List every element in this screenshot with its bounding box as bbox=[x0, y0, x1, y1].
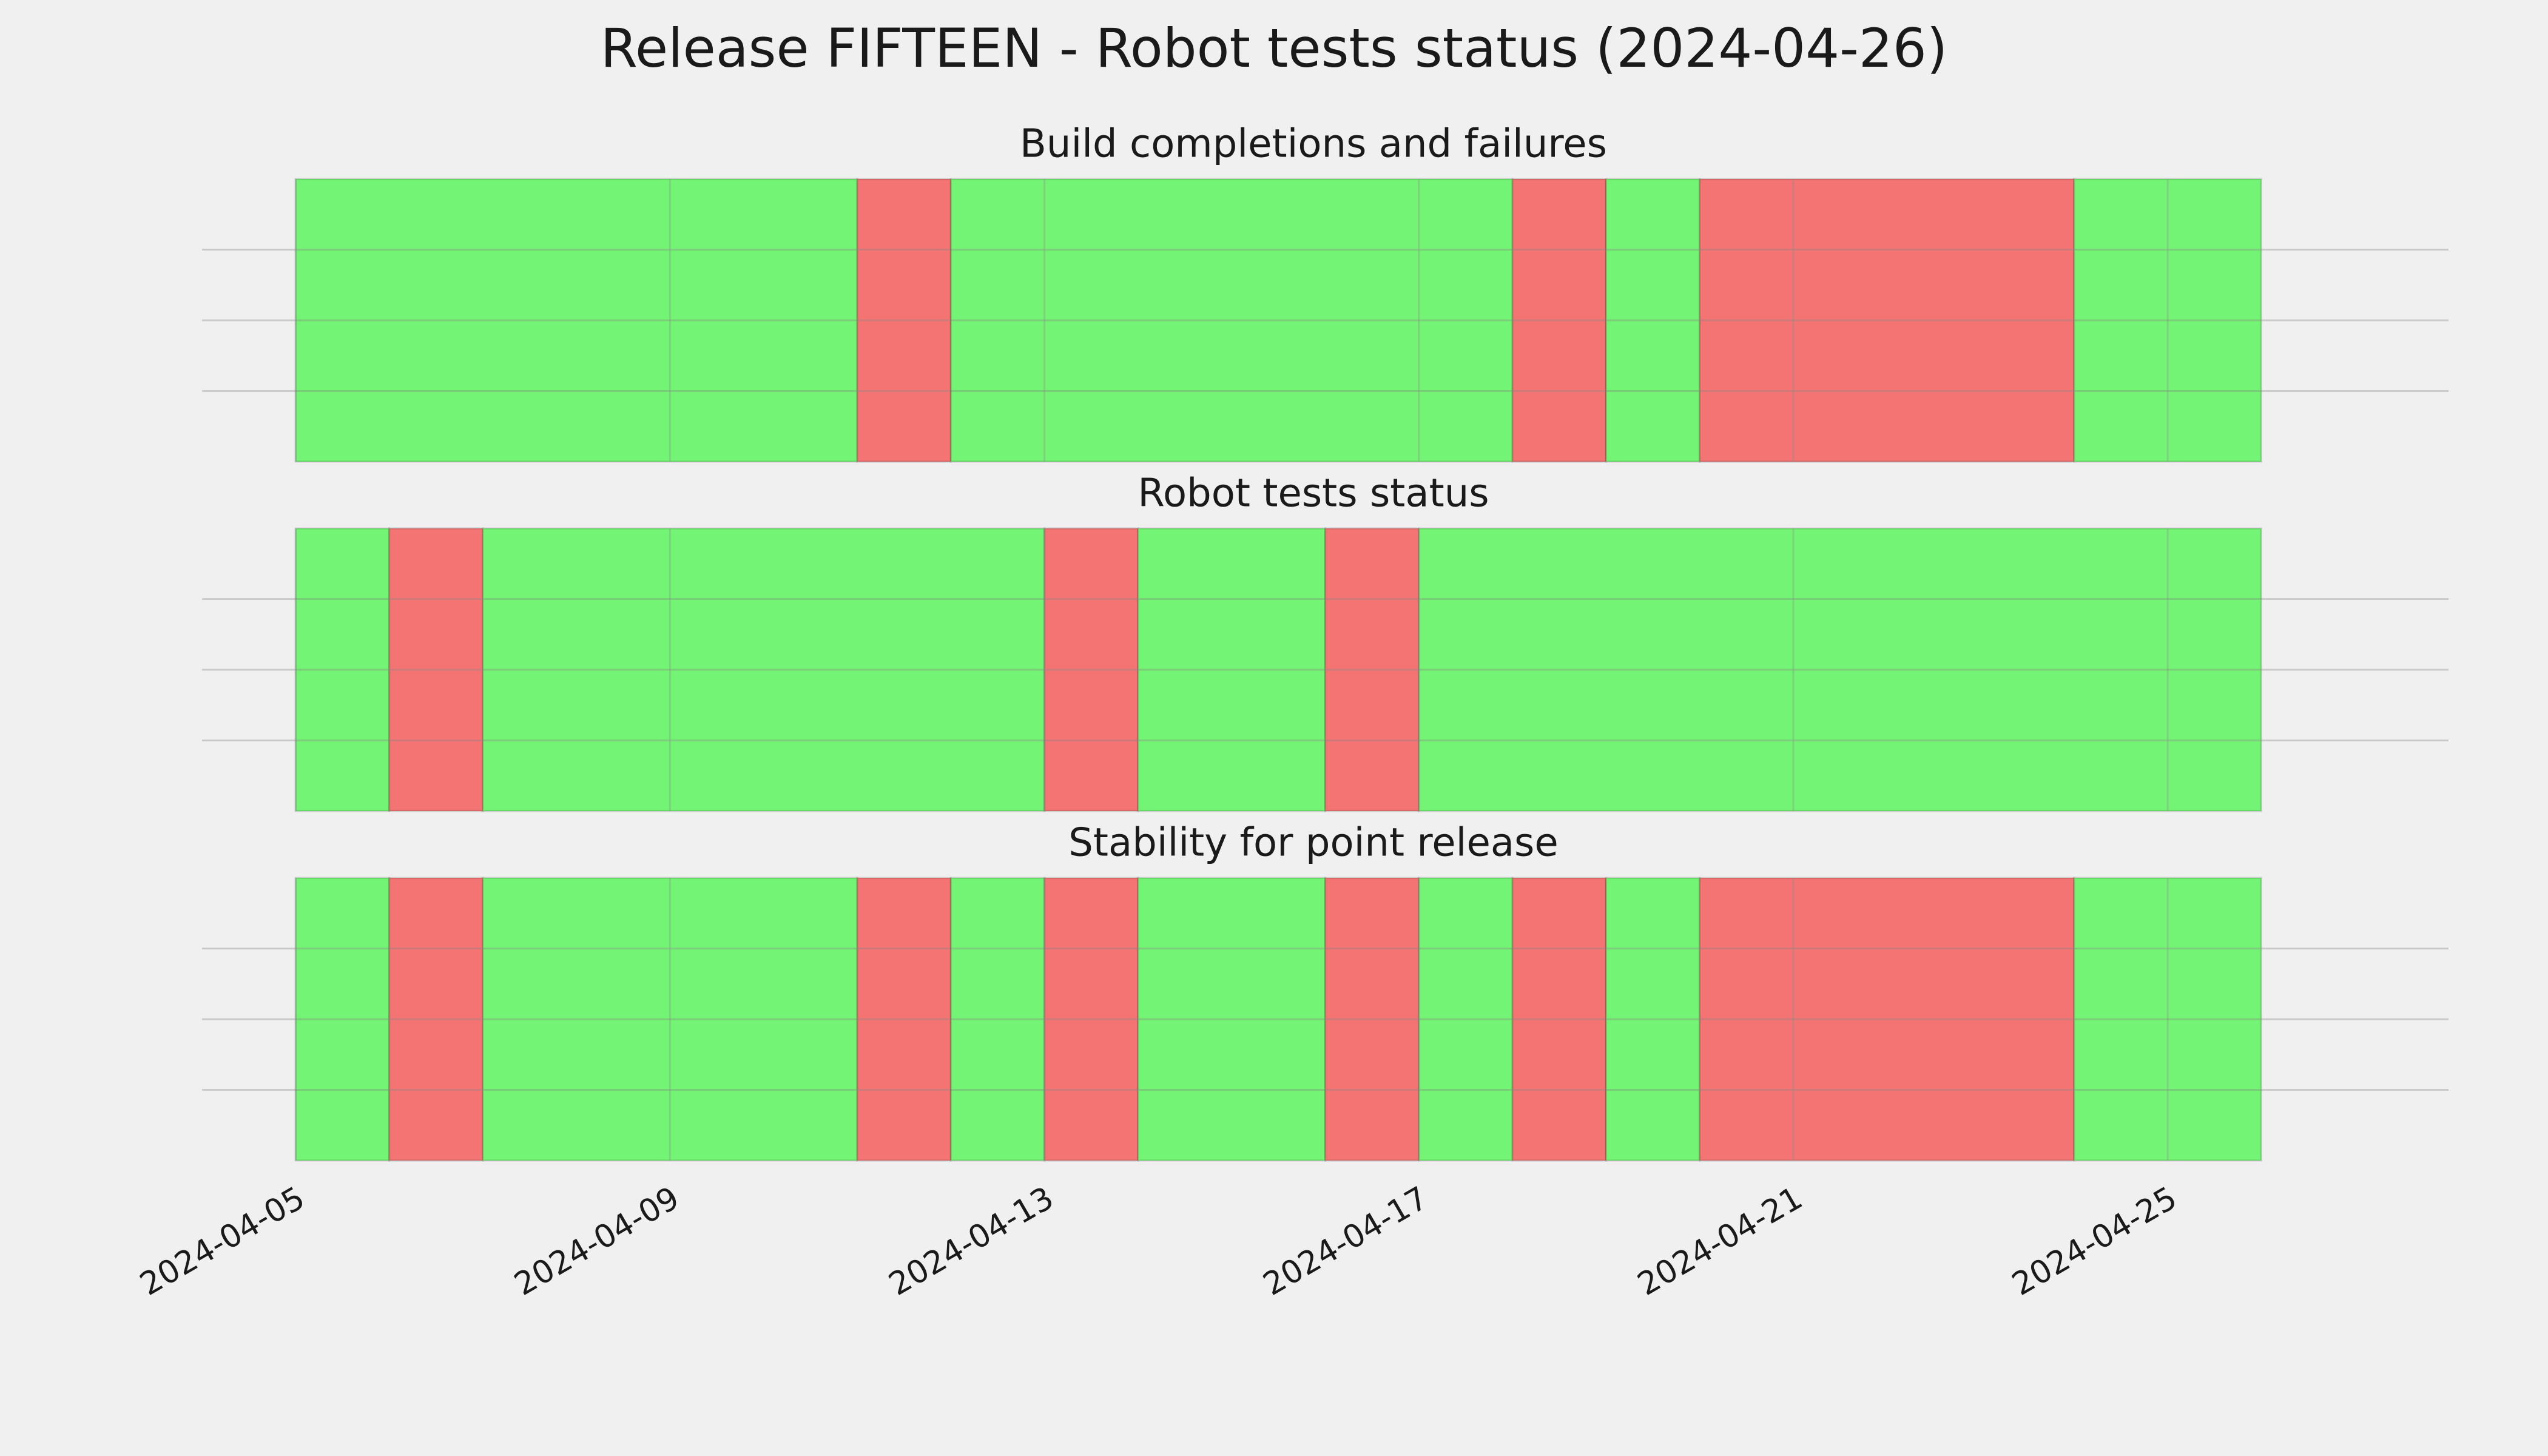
status-segment bbox=[1043, 877, 1139, 1162]
status-segment bbox=[1324, 527, 1420, 812]
status-segment bbox=[1511, 877, 1607, 1162]
status-segment bbox=[388, 877, 484, 1162]
status-segment bbox=[482, 877, 858, 1162]
status-segment bbox=[2073, 877, 2262, 1162]
status-segment bbox=[949, 877, 1046, 1162]
status-segment bbox=[1605, 877, 1701, 1162]
panel-title: Build completions and failures bbox=[1020, 122, 1607, 167]
status-segment bbox=[294, 877, 391, 1162]
status-segment bbox=[1137, 527, 1326, 812]
panel-title: Robot tests status bbox=[1138, 471, 1489, 516]
status-segment bbox=[388, 527, 484, 812]
status-segment bbox=[1418, 877, 1514, 1162]
status-segment bbox=[1699, 178, 2075, 463]
status-segment bbox=[1324, 877, 1420, 1162]
status-segment bbox=[1699, 877, 2075, 1162]
status-segment bbox=[856, 877, 952, 1162]
status-segment bbox=[949, 178, 1514, 463]
status-segment bbox=[1605, 178, 1701, 463]
chart-title: Release FIFTEEN - Robot tests status (20… bbox=[601, 17, 1947, 79]
status-segment bbox=[2073, 178, 2262, 463]
status-segment bbox=[482, 527, 1046, 812]
status-segment bbox=[856, 178, 952, 463]
status-segment bbox=[1511, 178, 1607, 463]
panel-title: Stability for point release bbox=[1068, 821, 1559, 866]
status-segment bbox=[1137, 877, 1326, 1162]
status-segment bbox=[1418, 527, 2262, 812]
status-segment bbox=[294, 178, 858, 463]
status-segment bbox=[1043, 527, 1139, 812]
